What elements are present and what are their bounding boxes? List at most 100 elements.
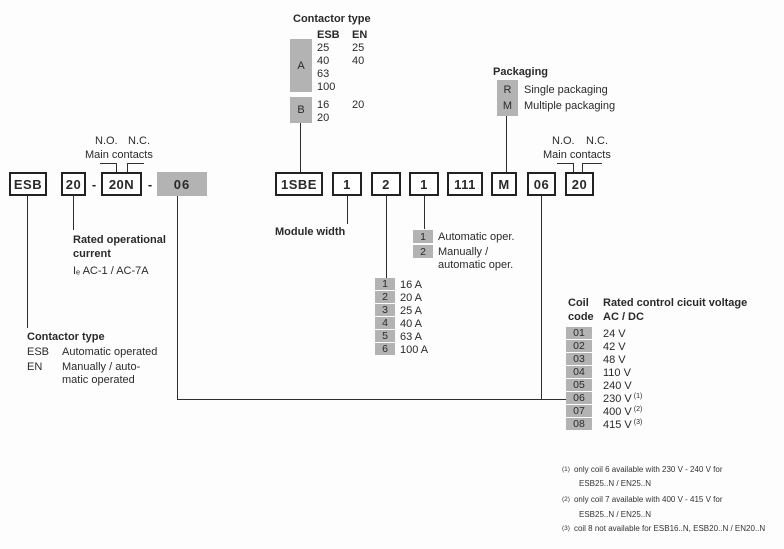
coil-header-2b: AC / DC [603,311,644,323]
footnote-2-line2: ESB25..N / EN25..N [579,510,652,519]
code-segment-module-width: 1 [332,172,362,196]
bracket-line [127,163,144,164]
bottom-contactor-en: EN [27,361,43,373]
group-a-key: A [297,60,305,72]
rated-current-line3: Iₑ AC-1 / AC-7A [73,265,149,277]
coil-code: 08 [566,418,592,430]
footnote-2-line1: (2) only coil 7 available with 400 V - 41… [562,495,723,504]
packaging-code-r: R [503,84,512,96]
amp-code: 1 [375,278,395,290]
amp-value: 63 A [400,331,423,343]
coil-code: 04 [566,366,592,378]
rated-current-line2: current [73,248,111,260]
footnote-3-line1: (3) coil 8 not available for ESB16..N, ES… [562,524,766,533]
table-cell: 40 [317,55,330,67]
coil-code: 02 [566,340,592,352]
top-table-title: Contactor type [293,13,371,25]
table-cell: 25 [317,42,330,54]
coil-header-1a: Coil [568,297,589,309]
bracket-line [573,163,574,172]
amp-code: 4 [375,317,395,329]
packaging-title: Packaging [493,66,549,78]
bottom-contactor-en-label2: matic operated [62,374,135,386]
table-cell: 100 [317,81,336,93]
coil-header-2a: Rated control cicuit voltage [603,297,748,309]
bracket-line [127,163,128,172]
connector-line [177,399,567,400]
coil-voltage: 400 V (2) [603,406,643,418]
bracket-line [116,163,117,172]
code-segment-packaging: M [491,172,517,196]
footnote-1-line1: (1) only coil 6 available with 230 V - 24… [562,465,723,474]
bottom-contactor-en-label1: Manually / auto- [62,361,141,373]
bracket-line [582,163,602,164]
table-cell: 63 [317,68,330,80]
connector-line [300,123,301,172]
connector-line [177,196,178,399]
connector-line [541,196,542,399]
code-dash: - [91,176,97,192]
code-segment-1sbe: 1SBE [275,172,323,196]
code-segment-06-highlight: 06 [157,172,207,196]
top-table-col-esb: ESB [317,29,340,41]
packaging-code-m: M [502,100,513,112]
packaging-label-multiple: Multiple packaging [524,100,616,112]
group-a-cell: A [290,39,312,92]
coil-voltage: 24 V [603,328,626,340]
amp-value: 20 A [400,292,423,304]
bracket-line [582,163,583,172]
table-cell: 40 [352,55,365,67]
code-segment-esb: ESB [9,172,47,196]
code-segment-20: 20 [61,172,86,196]
coil-voltage: 48 V [603,354,626,366]
top-table-col-en: EN [352,29,368,41]
coil-code: 06 [566,392,592,404]
connector-line [386,196,387,278]
amp-code: 2 [375,291,395,303]
oper-mode-label: Manually / [438,246,489,258]
bottom-contactor-esb: ESB [27,346,50,358]
coil-voltage: 42 V [603,341,626,353]
code-dash: - [147,176,153,192]
main-contacts-no-left: N.O. [95,135,118,147]
connector-line [424,196,425,229]
group-b-cell: B [290,97,312,123]
main-contacts-nc-right: N.C. [586,135,608,147]
bottom-contactor-title: Contactor type [27,331,105,343]
connector-line [27,196,28,328]
amp-code: 5 [375,330,395,342]
table-cell: 16 [317,99,330,111]
coil-header-1b: code [568,311,594,323]
coil-voltage: 415 V (3) [603,419,643,431]
amp-code: 3 [375,304,395,316]
main-contacts-no-right: N.O. [552,135,575,147]
amp-code: 6 [375,343,395,355]
table-cell: 20 [317,112,330,124]
oper-mode-code: 2 [413,245,433,258]
connector-line [506,116,507,172]
coil-voltage: 110 V [603,367,631,379]
amp-value: 40 A [400,318,423,330]
packaging-codes-cell: R M [497,80,518,116]
module-width-label: Module width [275,226,346,238]
rated-current-line1: Rated operational [73,234,166,246]
bottom-contactor-esb-label: Automatic operated [62,346,158,358]
bracket-line [100,163,117,164]
main-contacts-label-right: Main contacts [543,149,611,161]
coil-voltage: 230 V (1) [603,393,643,405]
table-cell: 20 [352,99,365,111]
connector-line [347,196,348,224]
code-segment-111: 111 [447,172,483,196]
table-cell: 25 [352,42,365,54]
code-segment-contacts: 20 [565,172,594,196]
code-segment-coil: 06 [527,172,556,196]
amp-value: 100 A [400,344,429,356]
connector-line [73,196,74,230]
main-contacts-label-left: Main contacts [85,149,153,161]
amp-value: 25 A [400,305,423,317]
coil-code: 07 [566,405,592,417]
oper-mode-label: Automatic oper. [438,231,515,243]
coil-code: 03 [566,353,592,365]
oper-mode-label: automatic oper. [438,259,514,271]
